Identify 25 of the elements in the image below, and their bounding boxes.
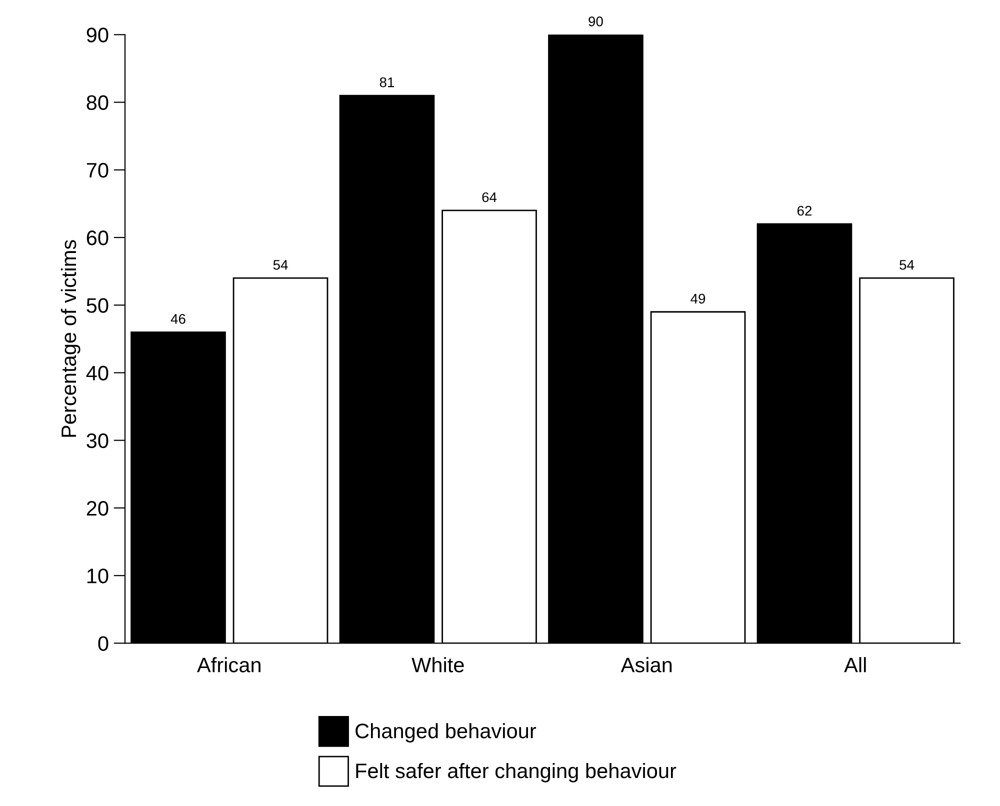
data-label: 54 xyxy=(273,260,288,270)
y-tick-label: 20 xyxy=(86,500,108,516)
legend-label: Changed behaviour xyxy=(356,723,536,742)
y-tick-label: 0 xyxy=(98,636,108,651)
y-tick-label: 70 xyxy=(86,162,108,178)
y-tick-label: 60 xyxy=(86,230,108,246)
y-axis-title: Percentage of victims xyxy=(60,240,80,437)
y-tick-label: 10 xyxy=(87,568,108,584)
x-tick-label: African xyxy=(197,657,260,672)
y-tick-label: 80 xyxy=(86,95,108,110)
x-tick-label: Asian xyxy=(620,657,672,672)
y-tick-label: 90 xyxy=(86,28,108,42)
x-tick-label: All xyxy=(844,657,866,672)
y-tick-label: 50 xyxy=(86,298,108,313)
data-label: 49 xyxy=(690,294,706,304)
legend-label: Felt safer after changing behaviour xyxy=(356,762,676,782)
y-tick-label: 40 xyxy=(86,366,108,380)
data-label: 54 xyxy=(900,260,914,270)
data-label: 46 xyxy=(170,314,186,324)
data-label: 64 xyxy=(482,192,497,202)
data-label: 90 xyxy=(588,16,603,26)
data-label: 81 xyxy=(380,77,394,88)
x-tick-label: White xyxy=(412,657,464,672)
data-label: 62 xyxy=(797,206,812,216)
y-tick-label: 30 xyxy=(86,433,108,448)
